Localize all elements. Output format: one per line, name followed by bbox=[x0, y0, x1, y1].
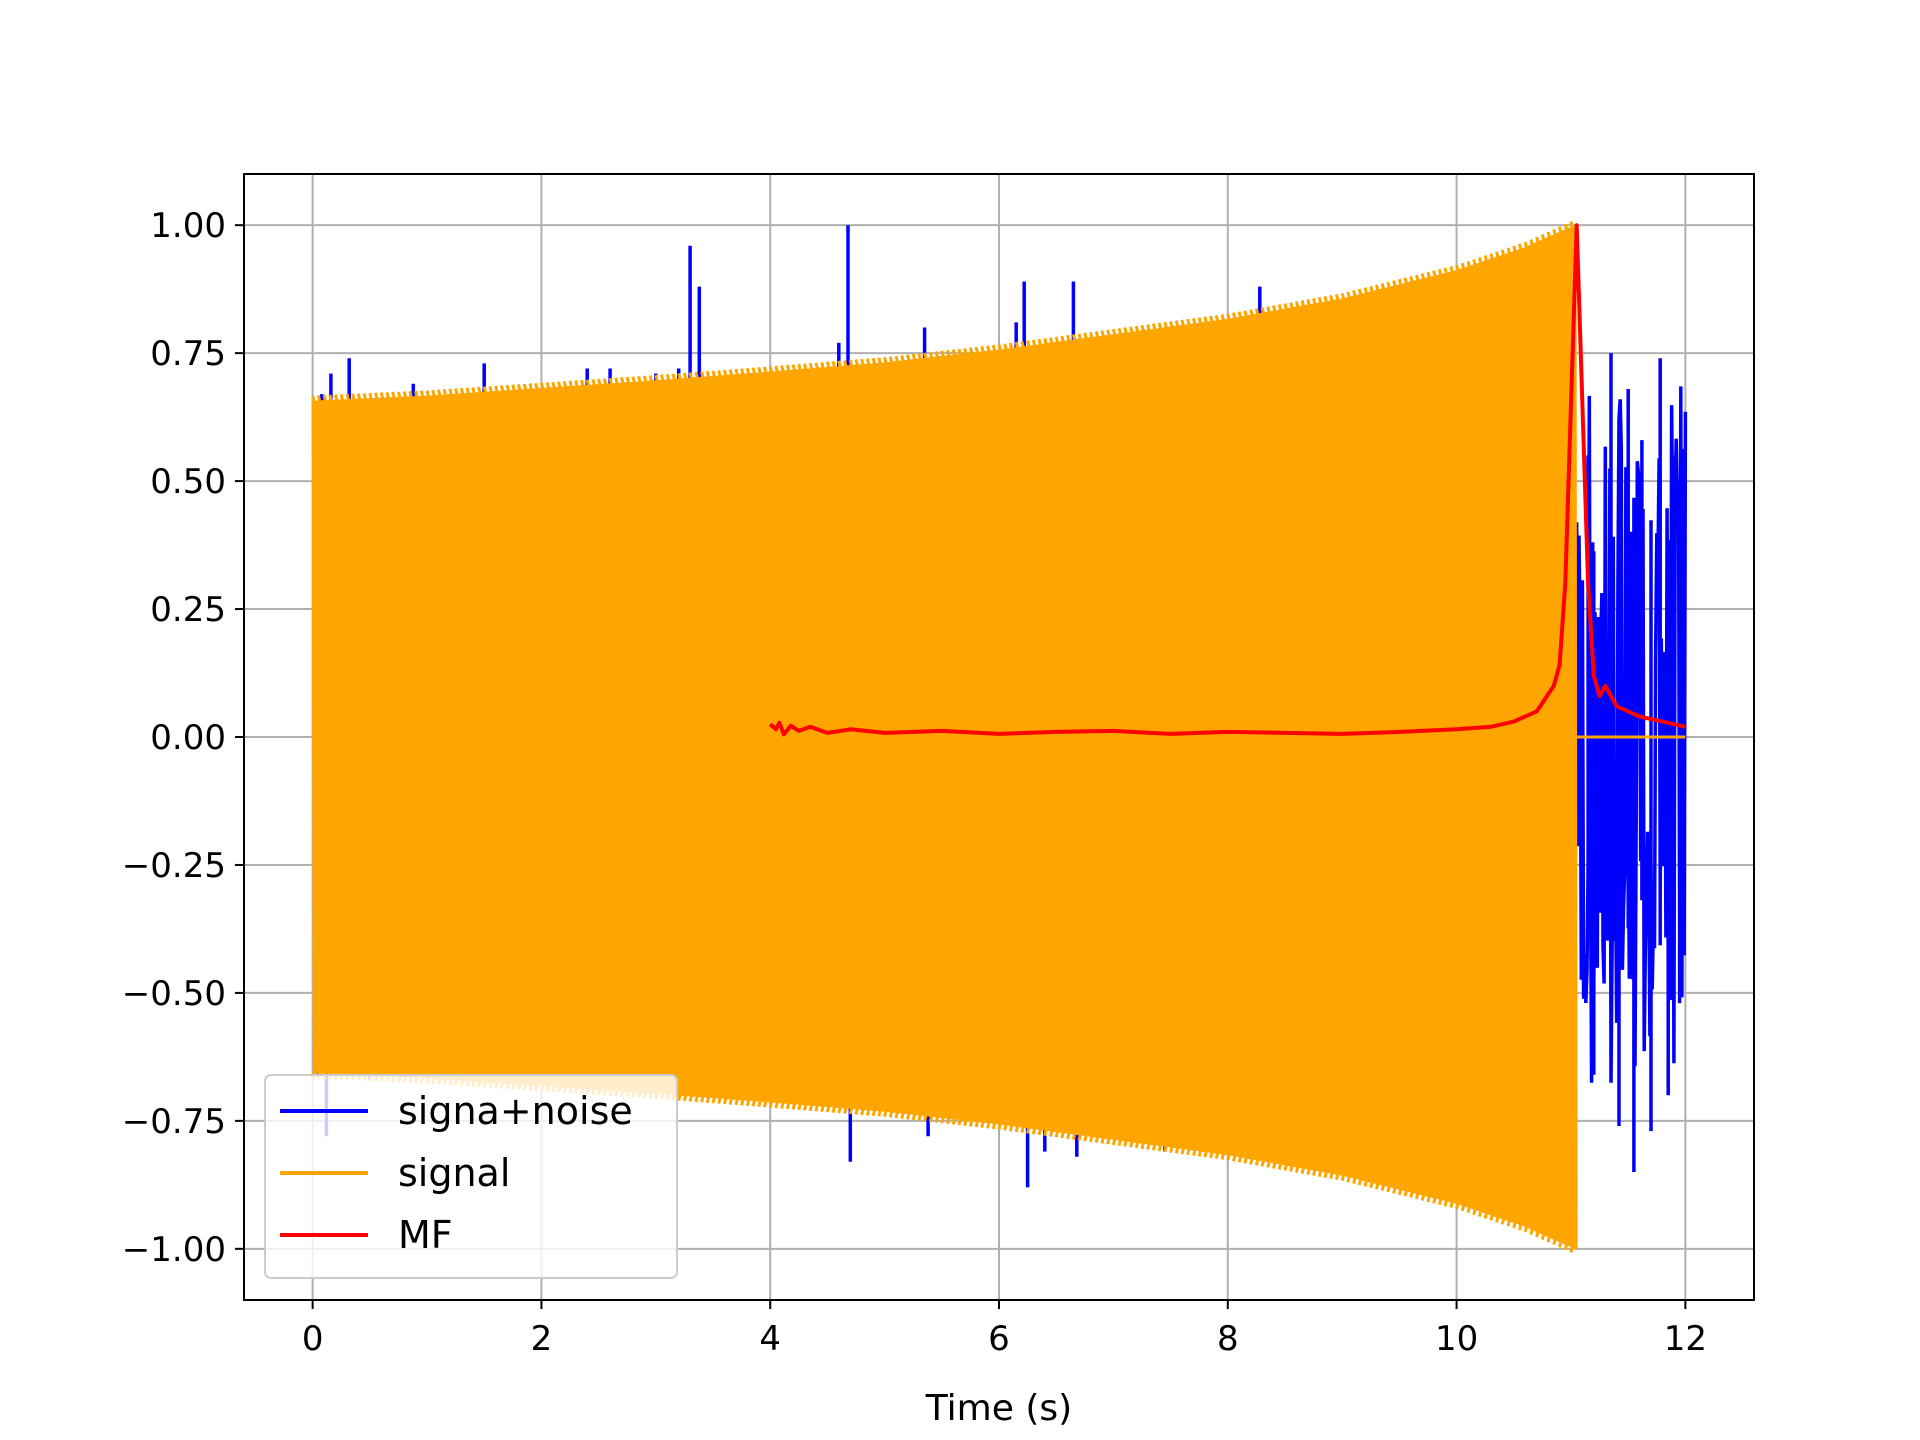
x-tick-label: 0 bbox=[302, 1319, 324, 1359]
y-tick-label: 0.75 bbox=[150, 334, 226, 374]
x-tick-label: 8 bbox=[1217, 1319, 1239, 1359]
y-tick-label: −0.50 bbox=[122, 974, 226, 1014]
y-tick-label: 0.50 bbox=[150, 462, 226, 502]
legend-label-mf: MF bbox=[398, 1213, 453, 1257]
legend-label-signal: signal bbox=[398, 1151, 510, 1195]
legend-frame bbox=[264, 1074, 678, 1279]
y-tick-label: 0.25 bbox=[150, 590, 226, 630]
y-tick-label: −0.75 bbox=[122, 1102, 226, 1142]
x-tick-label: 4 bbox=[759, 1319, 781, 1359]
x-tick-label: 6 bbox=[988, 1319, 1010, 1359]
y-tick-label: 0.00 bbox=[150, 718, 226, 758]
y-tick-label: 1.00 bbox=[150, 206, 226, 246]
x-tick-label: 12 bbox=[1664, 1319, 1707, 1359]
series-area-signal bbox=[311, 224, 1578, 1251]
series-layer bbox=[311, 221, 1688, 1253]
x-tick-label: 2 bbox=[531, 1319, 553, 1359]
legend-label-signa-noise: signa+noise bbox=[398, 1089, 633, 1133]
x-axis-label: Time (s) bbox=[925, 1388, 1072, 1429]
legend: signa+noise signal MF bbox=[264, 1074, 678, 1279]
x-tick-label: 10 bbox=[1435, 1319, 1478, 1359]
ticks: 0 2 4 6 8 10 12 1.00 0.75 0.50 0.25 0.00 −0.25 −0.50 −… bbox=[122, 206, 1707, 1359]
series-line-mf bbox=[768, 223, 1686, 737]
y-tick-label: −0.25 bbox=[122, 846, 226, 886]
y-tick-label: −1.00 bbox=[122, 1230, 226, 1270]
